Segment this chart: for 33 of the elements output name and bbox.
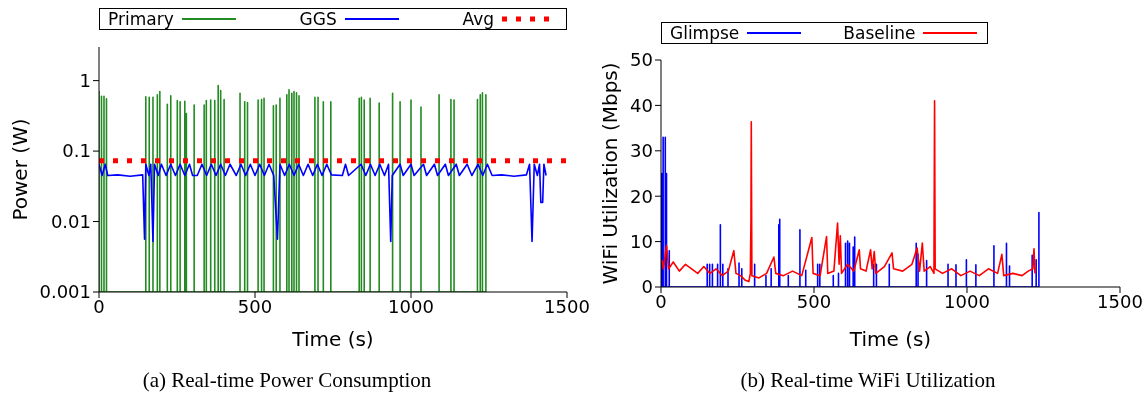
text: (a) Real-time Power Consumption [141, 368, 433, 393]
line-series [99, 163, 547, 243]
x-axis-title: Time (s) [848, 327, 932, 351]
y-tick-label: 50 [630, 49, 653, 71]
line-series [99, 84, 487, 292]
y-tick-label: 40 [630, 94, 653, 116]
y-tick-label: 10 [630, 230, 653, 252]
x-axis-title: Time (s) [291, 327, 374, 351]
legend-label: Glimpse [670, 23, 740, 43]
text: (b) Real-time WiFi Utilization [739, 368, 997, 393]
x-tick-label: 500 [796, 290, 832, 312]
line-series [661, 100, 1036, 283]
x-tick-label: 1500 [544, 295, 590, 317]
y-tick-label: 0 [641, 276, 653, 298]
x-tick-label: 500 [237, 295, 273, 317]
x-tick-label: 1500 [1097, 290, 1143, 312]
legend-label: Primary [108, 9, 174, 29]
y-tick-label: 0.001 [39, 281, 91, 303]
y-axis-title: WiFi Utilization (Mbps) [598, 62, 623, 285]
x-tick-label: 1000 [388, 295, 434, 317]
legend-label: Baseline [843, 23, 916, 43]
y-axis-title: Power (W) [8, 118, 33, 221]
y-tick-label: 1 [79, 70, 91, 92]
x-tick-label: 0 [93, 295, 105, 317]
y-tick-label: 20 [630, 185, 653, 207]
y-tick-label: 0.01 [50, 210, 91, 232]
y-tick-label: 0.1 [62, 140, 91, 162]
line-series [661, 136, 1040, 287]
x-tick-label: 1000 [944, 290, 990, 312]
x-tick-label: 0 [655, 290, 667, 312]
y-tick-label: 30 [630, 140, 653, 162]
legend-label: Avg [462, 9, 494, 29]
legend-label: GGS [299, 9, 337, 29]
